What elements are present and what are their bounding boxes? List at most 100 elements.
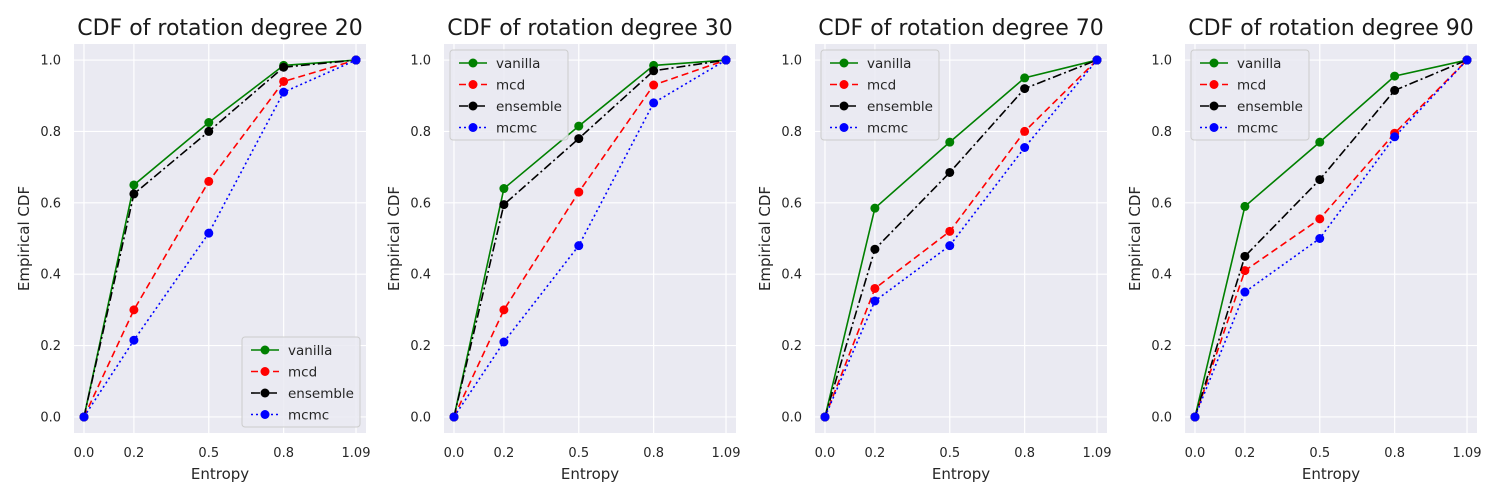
legend-swatch-marker	[468, 123, 478, 132]
y-tick-label: 0.0	[1151, 410, 1172, 425]
data-point	[574, 134, 584, 144]
data-point	[1240, 251, 1250, 261]
series-line	[453, 59, 727, 418]
series-line	[83, 59, 357, 418]
data-point	[1240, 201, 1250, 211]
legend-box	[449, 49, 569, 141]
x-tick-label: 0.2	[865, 446, 886, 461]
legend-swatch-marker	[468, 101, 478, 111]
chart-panel-1: 0.0 0.2 0.5 0.8 1.09 0.0 0.2 0.4 0.6 0.8 1.0 CDF of…	[15, 16, 370, 483]
legend-box	[1190, 49, 1310, 141]
data-point	[499, 337, 509, 347]
data-point	[870, 283, 880, 293]
data-point	[1390, 132, 1400, 142]
y-axis-label: Empirical CDF	[1126, 186, 1144, 291]
data-point	[129, 189, 139, 199]
data-point	[1020, 73, 1030, 83]
x-tick-label: 0.5	[198, 446, 219, 461]
y-tick-label: 0.6	[40, 196, 61, 211]
data-point	[1315, 214, 1325, 224]
data-point	[1092, 55, 1102, 65]
legend-swatch-marker	[260, 367, 270, 376]
data-point	[499, 184, 509, 194]
legend-label: vanilla	[1237, 56, 1281, 72]
chart-panel-4: 0.0 0.2 0.5 0.8 1.09 0.0 0.2 0.4 0.6 0.8 1.0 CDF of…	[1126, 16, 1481, 483]
y-axis-label: Empirical CDF	[385, 186, 403, 291]
data-point	[449, 412, 459, 422]
y-tick-label: 0.6	[410, 196, 431, 211]
y-tick-label: 0.8	[1151, 125, 1172, 140]
legend-label: vanilla	[867, 56, 911, 72]
data-point	[945, 167, 955, 177]
series-line	[824, 59, 1098, 418]
data-point	[870, 203, 880, 213]
x-tick-label: 1.09	[342, 446, 371, 461]
legend-label: vanilla	[288, 343, 332, 359]
y-tick-label: 0.2	[410, 339, 431, 354]
legend-label: ensemble	[867, 99, 933, 115]
x-tick-label: 0.2	[124, 446, 145, 461]
data-point	[1020, 142, 1030, 152]
legend-label: mcd	[288, 364, 317, 380]
chart-panel-2: 0.0 0.2 0.5 0.8 1.09 0.0 0.2 0.4 0.6 0.8 1.0 CDF of…	[385, 16, 740, 483]
data-point	[79, 412, 89, 422]
legend-label: vanilla	[496, 56, 540, 72]
y-tick-label: 1.0	[410, 54, 431, 69]
legend-swatch-marker	[839, 101, 849, 111]
legend-swatch-marker	[1209, 80, 1219, 89]
legend-swatch-marker	[260, 410, 270, 419]
x-tick-label: 0.5	[939, 446, 960, 461]
data-point	[1020, 126, 1030, 136]
legend-box	[820, 49, 940, 141]
data-point	[1190, 412, 1200, 422]
x-tick-label: 0.0	[74, 446, 95, 461]
data-point	[1390, 85, 1400, 95]
x-tick-label: 0.5	[568, 446, 589, 461]
x-tick-label: 0.0	[444, 446, 465, 461]
legend-label: mcmc	[867, 120, 908, 136]
data-point	[499, 200, 509, 210]
series-mcmc	[449, 55, 731, 422]
data-point	[204, 176, 214, 186]
y-tick-label: 0.6	[1151, 196, 1172, 211]
legend-label: mcmc	[1237, 120, 1278, 136]
data-point	[279, 62, 289, 72]
legend: vanilla mcd ensemble mcmc	[1190, 49, 1310, 141]
data-point	[1315, 175, 1325, 185]
x-axis-label: Entropy	[1302, 465, 1360, 483]
data-point	[129, 305, 139, 315]
data-point	[945, 137, 955, 147]
y-tick-label: 0.0	[40, 410, 61, 425]
y-tick-label: 0.0	[410, 410, 431, 425]
legend-swatch-marker	[260, 388, 270, 398]
data-point	[129, 180, 139, 190]
data-point	[820, 412, 830, 422]
legend-label: mcmc	[288, 407, 329, 423]
data-point	[721, 55, 731, 65]
data-point	[204, 126, 214, 136]
chart-title: CDF of rotation degree 70	[818, 16, 1104, 41]
y-tick-label: 0.0	[781, 410, 802, 425]
legend-label: mcd	[867, 77, 896, 93]
y-tick-label: 0.4	[410, 268, 431, 283]
y-tick-label: 0.4	[1151, 268, 1172, 283]
data-point	[574, 121, 584, 131]
data-point	[945, 241, 955, 251]
y-tick-label: 0.8	[40, 125, 61, 140]
data-point	[574, 187, 584, 197]
data-point	[649, 66, 659, 76]
x-tick-label: 1.09	[1453, 446, 1482, 461]
x-tick-label: 0.5	[1309, 446, 1330, 461]
legend-swatch-marker	[468, 80, 478, 89]
data-point	[129, 335, 139, 345]
legend-label: mcd	[496, 77, 525, 93]
series-mcmc	[79, 55, 361, 422]
legend-swatch-marker	[839, 123, 849, 132]
legend-label: ensemble	[496, 99, 562, 115]
series-line	[824, 59, 1098, 418]
data-point	[1315, 137, 1325, 147]
legend-swatch-marker	[839, 80, 849, 89]
x-tick-label: 0.8	[643, 446, 664, 461]
x-axis-label: Entropy	[932, 465, 990, 483]
